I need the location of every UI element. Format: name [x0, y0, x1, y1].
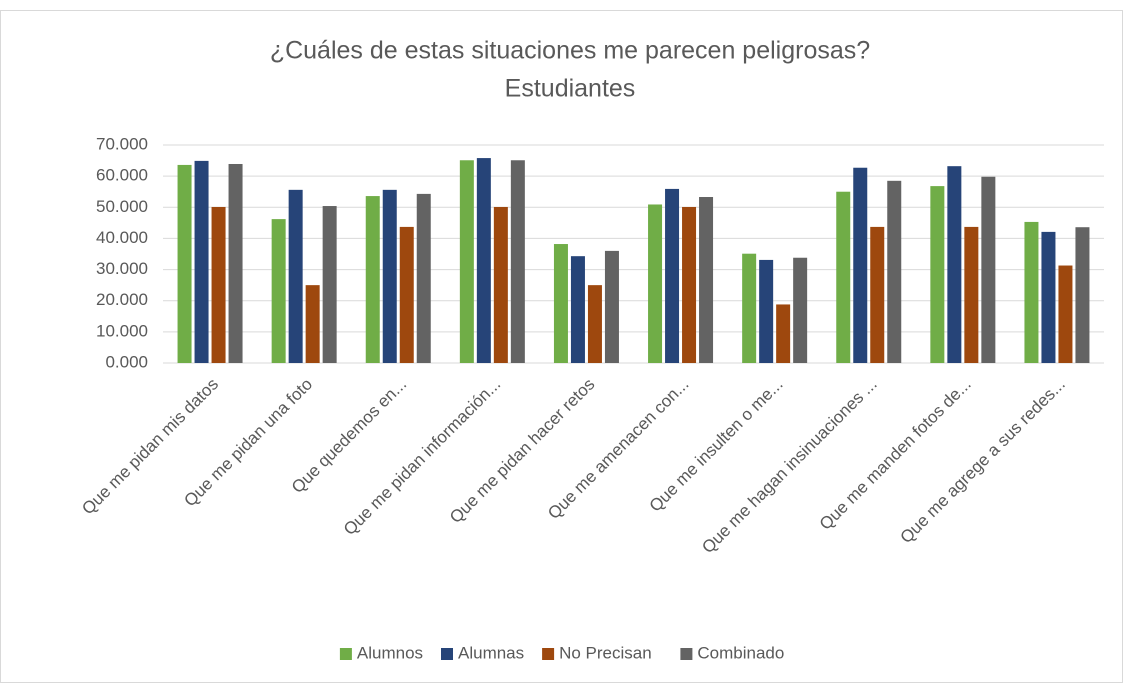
y-tick-label: 70.000	[96, 134, 148, 153]
bar	[211, 206, 226, 363]
bar	[930, 186, 945, 363]
y-tick-label: 20.000	[96, 290, 148, 309]
bar	[964, 226, 979, 363]
bar	[510, 160, 525, 363]
chart-subtitle: Estudiantes	[505, 75, 636, 103]
y-tick-label: 0.000	[105, 352, 148, 371]
bar	[887, 180, 902, 363]
legend-label: Alumnas	[458, 643, 524, 662]
bar	[553, 244, 568, 363]
bar	[382, 189, 397, 363]
bar	[853, 167, 868, 363]
bar	[476, 158, 491, 363]
bar	[399, 226, 414, 363]
bar	[587, 285, 602, 363]
y-tick-label: 10.000	[96, 321, 148, 340]
bar	[870, 226, 885, 363]
bar	[665, 188, 680, 363]
y-tick-label: 40.000	[96, 228, 148, 247]
bar	[776, 304, 791, 363]
bar	[228, 163, 243, 363]
bar	[759, 259, 774, 363]
bar	[177, 164, 192, 363]
legend-label: Alumnos	[357, 643, 423, 662]
legend-swatch	[441, 648, 453, 660]
legend-label: No Precisan	[559, 643, 652, 662]
bar	[1075, 227, 1090, 363]
bar	[1058, 265, 1073, 363]
bar	[322, 206, 337, 363]
bar	[682, 206, 697, 363]
bar	[742, 253, 757, 363]
bar	[981, 176, 996, 363]
bar	[793, 257, 808, 363]
legend-swatch	[542, 648, 555, 660]
y-tick-label: 50.000	[96, 197, 148, 216]
y-tick-label: 30.000	[96, 259, 148, 278]
bar	[604, 250, 619, 363]
bar	[570, 256, 585, 363]
y-tick-label: 60.000	[96, 166, 148, 185]
legend-label: Combinado	[697, 643, 784, 662]
bar	[1024, 221, 1039, 363]
bar	[365, 196, 380, 363]
legend-swatch	[339, 648, 352, 660]
bar	[836, 191, 851, 363]
bar	[648, 204, 663, 363]
bar	[194, 160, 209, 363]
bar	[493, 206, 508, 363]
bar	[699, 197, 714, 363]
bar	[305, 285, 320, 363]
bar	[271, 219, 286, 363]
bar	[416, 193, 431, 363]
legend-swatch	[680, 648, 693, 660]
bar	[288, 189, 303, 363]
chart-title: ¿Cuáles de estas situaciones me parecen …	[270, 37, 870, 65]
bar	[947, 166, 962, 363]
bar	[459, 160, 474, 363]
bar	[1041, 231, 1056, 363]
